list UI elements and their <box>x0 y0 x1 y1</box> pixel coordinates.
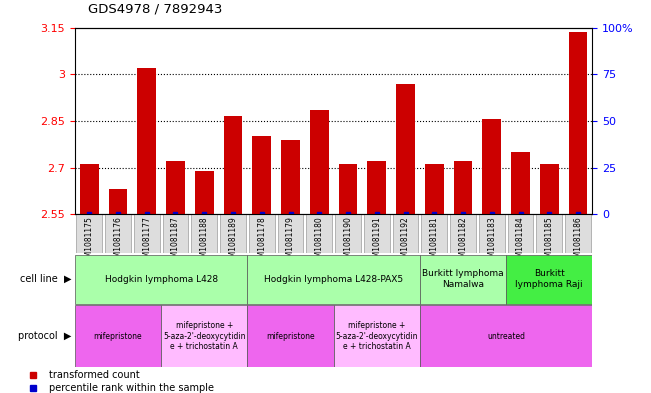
Bar <box>253 136 271 214</box>
Bar <box>109 189 128 214</box>
Bar <box>367 161 386 214</box>
Bar <box>224 116 242 214</box>
Text: GSM1081190: GSM1081190 <box>344 216 352 267</box>
Bar <box>137 68 156 214</box>
Bar <box>76 214 102 253</box>
Bar <box>249 214 275 253</box>
Text: GSM1081192: GSM1081192 <box>401 216 410 267</box>
Bar <box>421 214 447 253</box>
Text: GSM1081186: GSM1081186 <box>574 216 583 267</box>
Bar <box>339 164 357 214</box>
Bar <box>506 255 592 303</box>
Bar <box>105 214 131 253</box>
Bar <box>450 214 476 253</box>
Bar <box>425 164 443 214</box>
Text: GSM1081180: GSM1081180 <box>315 216 324 267</box>
Text: GSM1081189: GSM1081189 <box>229 216 238 267</box>
Bar <box>540 164 559 214</box>
Text: GSM1081178: GSM1081178 <box>257 216 266 267</box>
Text: GSM1081188: GSM1081188 <box>200 216 209 267</box>
Bar <box>220 214 246 253</box>
Bar <box>420 255 506 303</box>
Bar <box>247 255 420 303</box>
Bar <box>536 214 562 253</box>
Bar <box>134 214 159 253</box>
Text: GDS4978 / 7892943: GDS4978 / 7892943 <box>88 3 222 16</box>
Text: GSM1081184: GSM1081184 <box>516 216 525 267</box>
Text: GSM1081177: GSM1081177 <box>143 216 151 267</box>
Bar <box>396 83 415 214</box>
Bar <box>508 214 533 253</box>
Text: GSM1081182: GSM1081182 <box>458 216 467 267</box>
Text: GSM1081176: GSM1081176 <box>113 216 122 267</box>
Text: mifepristone: mifepristone <box>266 332 315 340</box>
Bar <box>161 305 247 367</box>
Text: mifepristone: mifepristone <box>94 332 143 340</box>
Text: percentile rank within the sample: percentile rank within the sample <box>49 383 214 393</box>
Text: protocol  ▶: protocol ▶ <box>18 331 72 341</box>
Bar <box>335 214 361 253</box>
Bar <box>333 305 420 367</box>
Text: Hodgkin lymphoma L428: Hodgkin lymphoma L428 <box>105 275 217 283</box>
Text: GSM1081187: GSM1081187 <box>171 216 180 267</box>
Bar <box>75 255 247 303</box>
Bar <box>420 305 592 367</box>
Bar <box>479 214 505 253</box>
Bar <box>454 161 473 214</box>
Bar <box>393 214 419 253</box>
Bar <box>310 110 329 214</box>
Bar <box>511 152 530 214</box>
Text: Hodgkin lymphoma L428-PAX5: Hodgkin lymphoma L428-PAX5 <box>264 275 403 283</box>
Text: cell line  ▶: cell line ▶ <box>20 274 72 284</box>
Text: Burkitt
lymphoma Raji: Burkitt lymphoma Raji <box>516 269 583 289</box>
Bar <box>75 305 161 367</box>
Text: Burkitt lymphoma
Namalwa: Burkitt lymphoma Namalwa <box>422 269 504 289</box>
Bar <box>565 214 591 253</box>
Bar <box>195 171 214 214</box>
Bar <box>247 305 333 367</box>
Bar <box>281 140 300 214</box>
Text: GSM1081179: GSM1081179 <box>286 216 295 267</box>
Bar <box>166 161 185 214</box>
Text: GSM1081175: GSM1081175 <box>85 216 94 267</box>
Bar <box>307 214 332 253</box>
Text: GSM1081185: GSM1081185 <box>545 216 554 267</box>
Bar <box>482 119 501 214</box>
Bar <box>569 32 587 214</box>
Text: mifepristone +
5-aza-2'-deoxycytidin
e + trichostatin A: mifepristone + 5-aza-2'-deoxycytidin e +… <box>163 321 245 351</box>
Bar <box>191 214 217 253</box>
Bar <box>364 214 390 253</box>
Text: GSM1081183: GSM1081183 <box>488 216 496 267</box>
Bar <box>80 164 98 214</box>
Bar <box>163 214 188 253</box>
Bar <box>277 214 303 253</box>
Text: mifepristone +
5-aza-2'-deoxycytidin
e + trichostatin A: mifepristone + 5-aza-2'-deoxycytidin e +… <box>335 321 418 351</box>
Text: GSM1081181: GSM1081181 <box>430 216 439 267</box>
Text: transformed count: transformed count <box>49 370 139 380</box>
Text: untreated: untreated <box>487 332 525 340</box>
Text: GSM1081191: GSM1081191 <box>372 216 381 267</box>
